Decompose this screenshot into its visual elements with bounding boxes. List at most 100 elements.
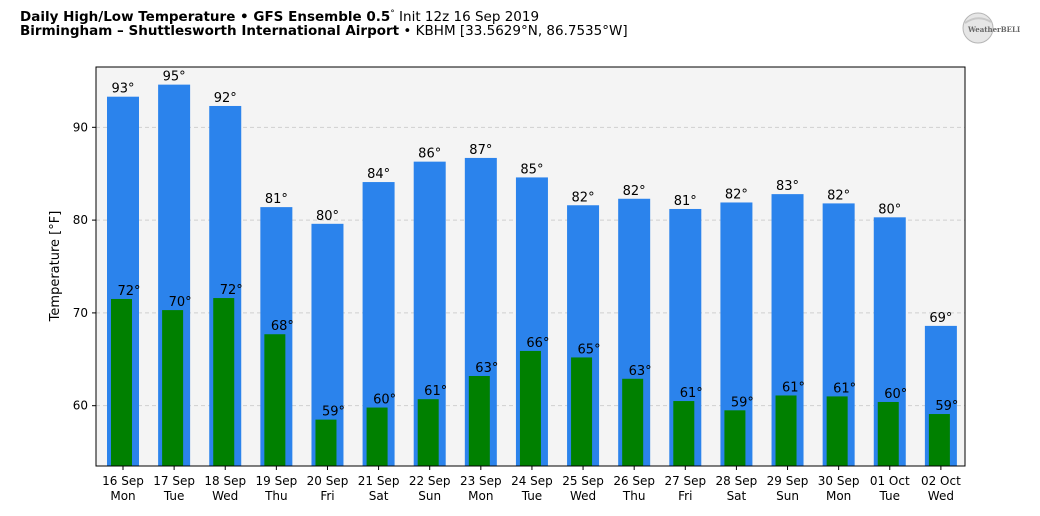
low-temp-label: 72° xyxy=(220,283,243,298)
data-labels: 93° 72° 95° 70° 92° 72° 81° 68° 80° 59° 84° 60° 86° 6… xyxy=(111,70,958,420)
x-tick-label-date: 22 Sep xyxy=(409,474,451,488)
x-tick-label-date: 20 Sep xyxy=(307,474,349,488)
x-tick-label-date: 25 Sep xyxy=(562,474,604,488)
x-tick-label-date: 23 Sep xyxy=(460,474,502,488)
high-temp-label: 93° xyxy=(111,82,134,97)
x-tick-label-weekday: Fri xyxy=(320,489,334,503)
high-temp-label: 84° xyxy=(367,167,390,182)
low-temp-bar xyxy=(571,357,593,466)
y-tick-label: 60 xyxy=(73,399,88,413)
low-temp-label: 59° xyxy=(322,405,345,420)
x-tick-label-weekday: Wed xyxy=(570,489,596,503)
low-temp-bar xyxy=(417,399,439,466)
x-tick-label-weekday: Sun xyxy=(776,489,799,503)
chart-title-main: Daily High/Low Temperature • GFS Ensembl… xyxy=(20,9,391,25)
y-tick-label: 90 xyxy=(73,120,88,134)
low-temp-bar xyxy=(519,350,541,466)
x-tick-label-weekday: Tue xyxy=(879,489,901,503)
x-tick-label-weekday: Mon xyxy=(468,489,493,503)
x-tick-label-date: 27 Sep xyxy=(664,474,706,488)
y-tick-label: 70 xyxy=(73,306,88,320)
x-tick-label-weekday: Sat xyxy=(369,489,389,503)
x-tick-label-weekday: Wed xyxy=(212,489,238,503)
low-temp-label: 61° xyxy=(680,386,703,401)
y-axis-label: Temperature [°F] xyxy=(48,211,63,323)
high-temp-label: 86° xyxy=(418,147,441,162)
y-axis: 60 70 80 90 xyxy=(73,120,96,413)
low-temp-bar xyxy=(111,298,132,466)
low-temp-label: 68° xyxy=(271,319,294,334)
low-temp-label: 72° xyxy=(117,284,140,299)
low-temp-label: 60° xyxy=(373,393,396,408)
low-temp-label: 63° xyxy=(475,361,498,376)
x-tick-label-weekday: Mon xyxy=(110,489,135,503)
low-temp-bar xyxy=(162,310,184,466)
low-temp-bar xyxy=(468,375,490,466)
high-temp-label: 82° xyxy=(572,190,595,205)
x-tick-label-date: 26 Sep xyxy=(613,474,655,488)
x-tick-label-date: 28 Sep xyxy=(716,474,758,488)
x-tick-label-date: 29 Sep xyxy=(767,474,809,488)
high-temp-label: 92° xyxy=(214,91,237,106)
high-temp-label: 87° xyxy=(469,143,492,158)
chart-subtitle: Birmingham – Shuttlesworth International… xyxy=(20,23,628,39)
low-temp-bar xyxy=(826,396,848,466)
x-tick-label-weekday: Tue xyxy=(163,489,185,503)
low-temp-label: 59° xyxy=(935,399,958,414)
high-temp-label: 81° xyxy=(265,192,288,207)
low-temp-bar xyxy=(213,298,235,466)
x-tick-label-date: 02 Oct xyxy=(921,474,961,488)
high-temp-label: 82° xyxy=(623,184,646,199)
plot-frame xyxy=(95,66,966,467)
low-temp-bar xyxy=(877,401,899,466)
logo-text: WeatherBELL xyxy=(967,25,1020,34)
low-temp-bar xyxy=(775,395,797,466)
low-temp-label: 63° xyxy=(629,364,652,379)
x-tick-label-weekday: Sat xyxy=(727,489,747,503)
x-tick-label-weekday: Sun xyxy=(418,489,441,503)
x-tick-label-weekday: Thu xyxy=(622,489,646,503)
low-temp-label: 61° xyxy=(833,381,856,396)
x-tick-label-date: 16 Sep xyxy=(102,474,144,488)
x-tick-label-weekday: Wed xyxy=(928,489,954,503)
x-tick-label-weekday: Tue xyxy=(521,489,543,503)
y-tick-label: 80 xyxy=(73,213,88,227)
high-temp-label: 83° xyxy=(776,179,799,194)
high-temp-label: 80° xyxy=(316,209,339,224)
chart-title-init: Init 12z 16 Sep 2019 xyxy=(394,9,540,25)
x-tick-label-date: 17 Sep xyxy=(153,474,195,488)
x-tick-label-date: 18 Sep xyxy=(204,474,246,488)
low-temp-bar xyxy=(673,401,695,466)
x-tick-label-weekday: Thu xyxy=(264,489,288,503)
low-temp-bar xyxy=(622,378,644,466)
x-tick-label-date: 30 Sep xyxy=(818,474,860,488)
low-temp-label: 61° xyxy=(782,380,805,395)
high-temp-label: 82° xyxy=(725,187,748,202)
x-tick-label-date: 24 Sep xyxy=(511,474,553,488)
high-temp-label: 85° xyxy=(520,162,543,177)
low-temp-bar xyxy=(264,334,286,466)
chart-title: Daily High/Low Temperature • GFS Ensembl… xyxy=(20,9,539,25)
x-tick-label-date: 01 Oct xyxy=(870,474,910,488)
low-temp-label: 65° xyxy=(578,342,601,357)
low-temp-label: 70° xyxy=(169,295,192,310)
low-temp-label: 61° xyxy=(424,384,447,399)
low-temp-bar xyxy=(928,414,950,466)
low-temp-label: 60° xyxy=(884,387,907,402)
location-coords: • KBHM [33.5629°N, 86.7535°W] xyxy=(399,23,628,39)
high-temp-label: 69° xyxy=(929,311,952,326)
low-temp-bar xyxy=(366,407,388,466)
low-temp-label: 59° xyxy=(731,395,754,410)
low-temp-bar xyxy=(724,410,746,466)
chart-title-degree: ° xyxy=(390,9,395,19)
high-temp-label: 95° xyxy=(163,70,186,85)
x-tick-label-date: 19 Sep xyxy=(256,474,298,488)
location-name: Birmingham – Shuttlesworth International… xyxy=(20,23,400,39)
weatherbell-logo: WeatherBELL xyxy=(962,12,1020,44)
x-tick-label-weekday: Mon xyxy=(826,489,851,503)
low-temp-label: 66° xyxy=(526,336,549,351)
x-tick-label-weekday: Fri xyxy=(678,489,692,503)
high-temp-label: 80° xyxy=(878,202,901,217)
